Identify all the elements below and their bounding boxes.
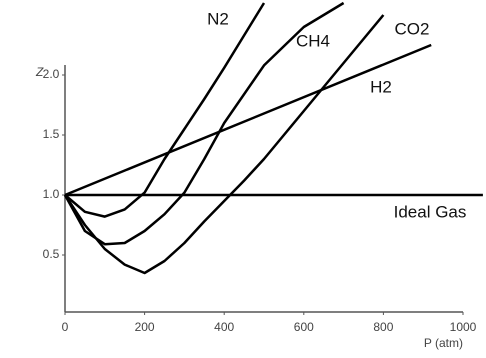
series-line [64, 43, 432, 197]
x-tick-label: 400 [214, 320, 234, 334]
y-tick-label: 1.0 [43, 187, 60, 201]
y-tick-label: 0.5 [43, 247, 60, 261]
y-axis-label: Z [35, 65, 44, 79]
series-label: N2 [207, 9, 229, 28]
x-tick-label: 600 [294, 320, 314, 334]
x-tick-label: 0 [62, 320, 69, 334]
series-label: CH4 [296, 31, 330, 50]
series-label: Ideal Gas [394, 202, 467, 221]
y-tick-label: 1.5 [43, 127, 60, 141]
x-axis-label: P (atm) [424, 336, 463, 350]
x-tick-label: 200 [135, 320, 155, 334]
series-label: H2 [370, 77, 392, 96]
series-label: CO2 [395, 19, 430, 38]
series-line [63, 1, 345, 246]
x-tick-label: 1000 [450, 320, 477, 334]
series-line [63, 14, 385, 275]
y-tick-label: 2.0 [43, 67, 60, 81]
x-tick-label: 800 [373, 320, 393, 334]
series-line [64, 2, 266, 218]
